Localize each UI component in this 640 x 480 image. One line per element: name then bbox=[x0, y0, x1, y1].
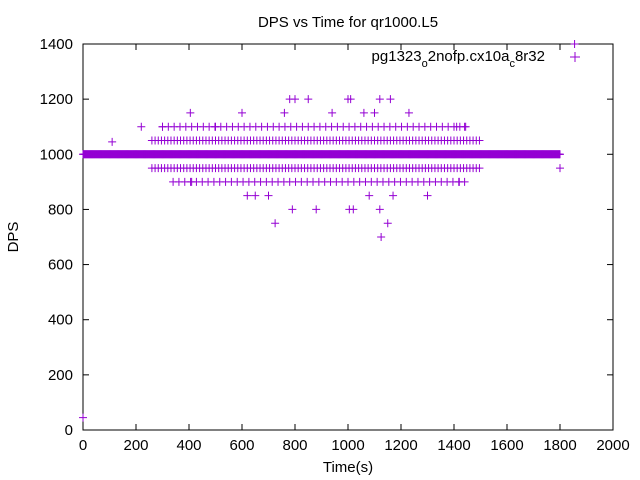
x-tick-label: 1200 bbox=[384, 437, 417, 454]
data-point bbox=[280, 108, 289, 117]
data-point bbox=[375, 95, 384, 104]
x-tick-label: 800 bbox=[282, 437, 307, 454]
data-point bbox=[349, 205, 358, 214]
data-point bbox=[187, 177, 196, 186]
data-point bbox=[158, 122, 167, 131]
legend-marker-icon bbox=[570, 52, 580, 62]
data-point bbox=[304, 95, 313, 104]
data-point bbox=[79, 413, 87, 422]
y-tick-label: 0 bbox=[65, 422, 73, 439]
legend-label: pg1323o2nofp.cx10ac8r32 bbox=[372, 48, 545, 70]
x-tick-label: 1600 bbox=[490, 437, 523, 454]
y-tick-label: 400 bbox=[48, 312, 73, 329]
data-point bbox=[377, 233, 386, 241]
data-point bbox=[383, 219, 392, 228]
data-point bbox=[460, 122, 469, 131]
x-tick-label: 1400 bbox=[437, 437, 470, 454]
data-point bbox=[359, 108, 368, 117]
data-point bbox=[375, 205, 384, 214]
data-point bbox=[452, 122, 461, 131]
data-point bbox=[346, 95, 355, 104]
data-point bbox=[389, 191, 398, 200]
x-tick-label: 0 bbox=[79, 437, 87, 454]
y-axis-title: DPS bbox=[5, 222, 22, 253]
data-point bbox=[251, 191, 260, 200]
x-tick-label: 1800 bbox=[543, 437, 576, 454]
data-point bbox=[238, 108, 246, 117]
x-tick-label: 400 bbox=[176, 437, 201, 454]
y-tick-label: 800 bbox=[48, 201, 73, 218]
data-point bbox=[186, 108, 195, 117]
x-tick-label: 600 bbox=[229, 437, 254, 454]
data-point bbox=[365, 191, 374, 200]
data-point bbox=[271, 219, 280, 228]
legend-marker-icon bbox=[570, 52, 580, 62]
y-tick-label: 200 bbox=[48, 367, 73, 384]
data-point bbox=[137, 122, 146, 131]
y-tick-label: 1400 bbox=[40, 36, 73, 53]
y-tick-label: 1000 bbox=[40, 146, 73, 163]
data-point bbox=[556, 150, 564, 159]
data-point bbox=[312, 205, 321, 214]
data-point bbox=[455, 177, 464, 186]
data-point bbox=[475, 136, 484, 145]
data-point bbox=[556, 164, 564, 173]
x-tick-label: 200 bbox=[123, 437, 148, 454]
data-point bbox=[370, 108, 379, 117]
y-tick-label: 600 bbox=[48, 257, 73, 274]
axis-ticks: 0 200 400 600 800 1000 1200 1400 1600 1800 2000 0 20… bbox=[40, 36, 630, 454]
x-axis-title: Time(s) bbox=[323, 459, 373, 476]
data-point bbox=[404, 108, 413, 117]
data-points bbox=[79, 40, 579, 422]
y-tick-label: 1200 bbox=[40, 91, 73, 108]
x-tick-label: 2000 bbox=[596, 437, 629, 454]
data-point bbox=[288, 205, 297, 214]
data-point bbox=[423, 191, 432, 200]
data-point bbox=[570, 40, 579, 48]
data-point bbox=[243, 191, 252, 200]
data-point bbox=[211, 122, 220, 131]
data-point bbox=[108, 137, 117, 146]
data-point bbox=[386, 95, 395, 104]
x-tick-label: 1000 bbox=[331, 437, 364, 454]
data-point bbox=[475, 164, 484, 173]
data-point bbox=[264, 191, 273, 200]
chart-title: DPS vs Time for qr1000.L5 bbox=[258, 14, 438, 31]
data-point bbox=[328, 108, 337, 117]
data-point bbox=[291, 95, 299, 104]
